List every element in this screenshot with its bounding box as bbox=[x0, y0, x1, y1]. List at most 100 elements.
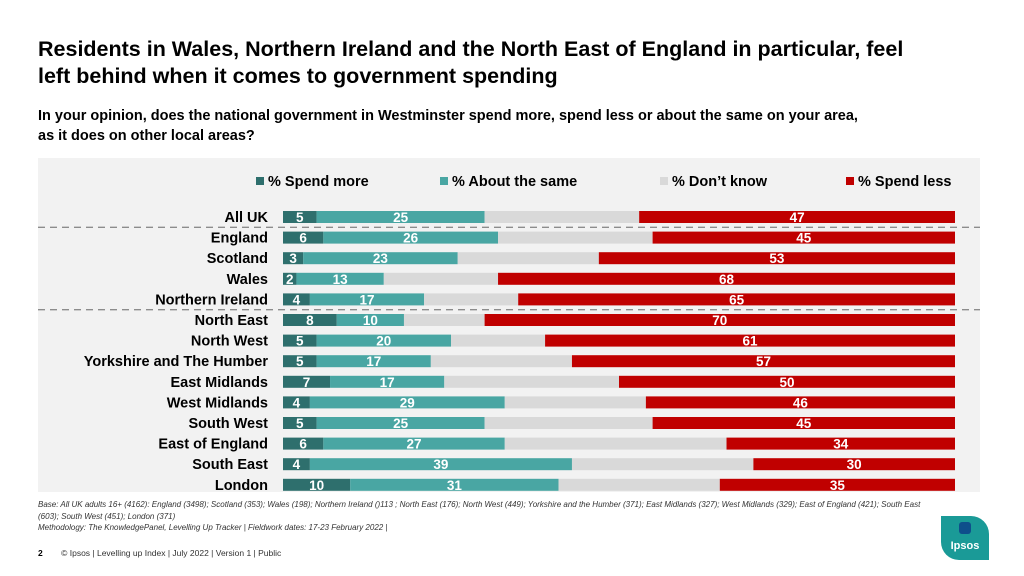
bar-row-northern-ireland: Northern Ireland 4 17 65 bbox=[155, 292, 955, 308]
data-label: 6 bbox=[299, 231, 307, 246]
bar-row-west-midlands: West Midlands 4 29 46 bbox=[167, 395, 955, 411]
bar-row-north-east: North East 8 10 70 bbox=[195, 313, 955, 329]
page-title: Residents in Wales, Northern Ireland and… bbox=[38, 37, 904, 88]
data-label: 30 bbox=[847, 457, 862, 472]
data-label: 57 bbox=[756, 354, 771, 369]
bar-segment-spend-more bbox=[283, 437, 324, 450]
bar-segment-spend-less bbox=[598, 252, 955, 265]
bar-segment-spend-less bbox=[753, 458, 955, 471]
footer-text: © Ipsos | Levelling up Index | July 2022… bbox=[61, 548, 282, 558]
bar-segment-about-the-same bbox=[323, 437, 505, 450]
bar-segment-about-the-same bbox=[316, 334, 451, 347]
bar-row-england: England 6 26 45 bbox=[211, 231, 955, 247]
bar-segment-about-the-same bbox=[309, 458, 572, 471]
data-label: 61 bbox=[743, 334, 759, 349]
bar-segment-spend-less bbox=[719, 478, 955, 491]
data-label: 8 bbox=[306, 313, 314, 328]
data-label: 53 bbox=[769, 251, 785, 266]
data-label: 23 bbox=[373, 251, 389, 266]
category-label: Wales bbox=[227, 272, 268, 288]
bar-segment-spend-more bbox=[283, 252, 304, 265]
category-label: All UK bbox=[225, 210, 269, 226]
bar-segment-spend-more bbox=[283, 355, 317, 368]
data-label: 47 bbox=[790, 210, 805, 225]
bar-segment-spend-more bbox=[283, 272, 297, 285]
data-label: 17 bbox=[366, 354, 381, 369]
ipsos-logo: Ipsos bbox=[941, 516, 989, 560]
bar-row-wales: Wales 2 13 68 bbox=[227, 272, 955, 288]
data-label: 35 bbox=[830, 478, 846, 492]
category-label: North West bbox=[191, 334, 268, 350]
bar-segment-about-the-same bbox=[296, 272, 384, 285]
legend-swatch bbox=[660, 177, 668, 185]
data-label: 39 bbox=[433, 457, 448, 472]
legend-swatch bbox=[256, 177, 264, 185]
bar-segment-spend-less bbox=[498, 272, 955, 285]
bar-segment-spend-more bbox=[283, 458, 310, 471]
data-label: 10 bbox=[309, 478, 324, 492]
bar-segment-about-the-same bbox=[330, 375, 445, 388]
stacked-bar-chart: % Spend more % About the same % Don’t know… bbox=[38, 174, 980, 492]
category-label: Scotland bbox=[207, 251, 268, 267]
data-label: 10 bbox=[363, 313, 378, 328]
data-label: 2 bbox=[286, 272, 294, 287]
logo-mark-icon bbox=[959, 522, 971, 534]
bar-segment-spend-less bbox=[518, 293, 955, 306]
data-label: 34 bbox=[833, 437, 849, 452]
category-label: West Midlands bbox=[167, 395, 268, 411]
bar-segment-about-the-same bbox=[316, 355, 431, 368]
legend-swatch bbox=[846, 177, 854, 185]
bar-segment-spend-less bbox=[545, 334, 955, 347]
bar-row-scotland: Scotland 3 23 53 bbox=[207, 251, 955, 267]
bar-row-east-of-england: East of England 6 27 34 bbox=[158, 437, 955, 453]
data-label: 27 bbox=[407, 437, 422, 452]
bar-segment-spend-more bbox=[283, 396, 310, 409]
data-label: 65 bbox=[729, 292, 745, 307]
category-label: South West bbox=[189, 416, 269, 432]
legend-label: % Don’t know bbox=[672, 174, 768, 190]
bar-row-london: London 10 31 35 bbox=[215, 478, 955, 492]
data-label: 5 bbox=[296, 416, 304, 431]
category-label: Northern Ireland bbox=[155, 292, 268, 308]
legend-label: % Spend less bbox=[858, 174, 951, 190]
bar-segment-spend-more bbox=[283, 231, 324, 244]
bar-segment-spend-more bbox=[283, 334, 317, 347]
data-label: 4 bbox=[293, 292, 301, 307]
logo-text: Ipsos bbox=[950, 540, 980, 552]
data-label: 5 bbox=[296, 354, 304, 369]
bar-segment-don-t-know bbox=[403, 314, 485, 326]
bar-segment-don-t-know bbox=[504, 437, 727, 450]
data-label: 26 bbox=[403, 231, 419, 246]
bar-segment-spend-more bbox=[283, 417, 317, 429]
data-label: 5 bbox=[296, 334, 304, 349]
bar-segment-spend-more bbox=[283, 293, 310, 306]
bar-segment-spend-less bbox=[726, 437, 955, 450]
bar-segment-spend-more bbox=[283, 211, 317, 223]
data-label: 7 bbox=[303, 375, 311, 390]
category-label: East of England bbox=[158, 437, 268, 453]
bar-segment-don-t-know bbox=[383, 272, 499, 285]
bar-segment-don-t-know bbox=[430, 355, 572, 368]
data-label: 68 bbox=[719, 272, 735, 287]
data-label: 25 bbox=[393, 210, 409, 225]
data-label: 50 bbox=[779, 375, 794, 390]
bar-segment-don-t-know bbox=[498, 231, 653, 244]
legend-item-spend-less: % Spend less bbox=[846, 174, 951, 190]
footnote-base: Base: All UK adults 16+ (4162): England … bbox=[38, 500, 921, 521]
bar-row-all-uk: All UK 5 25 47 bbox=[225, 210, 955, 226]
bar-segment-about-the-same bbox=[316, 417, 485, 429]
bar-segment-don-t-know bbox=[444, 375, 619, 388]
data-label: 46 bbox=[793, 395, 809, 410]
data-label: 5 bbox=[296, 210, 304, 225]
bar-segment-don-t-know bbox=[451, 334, 546, 347]
category-label: London bbox=[215, 478, 268, 492]
data-label: 17 bbox=[359, 292, 374, 307]
data-label: 13 bbox=[333, 272, 349, 287]
data-label: 45 bbox=[796, 416, 812, 431]
bar-segment-spend-more bbox=[283, 314, 337, 326]
category-label: England bbox=[211, 231, 268, 247]
legend-label: % Spend more bbox=[268, 174, 369, 190]
bar-segment-spend-less bbox=[652, 231, 955, 244]
bar-row-south-west: South West 5 25 45 bbox=[189, 416, 955, 432]
bar-segment-spend-less bbox=[571, 355, 955, 368]
